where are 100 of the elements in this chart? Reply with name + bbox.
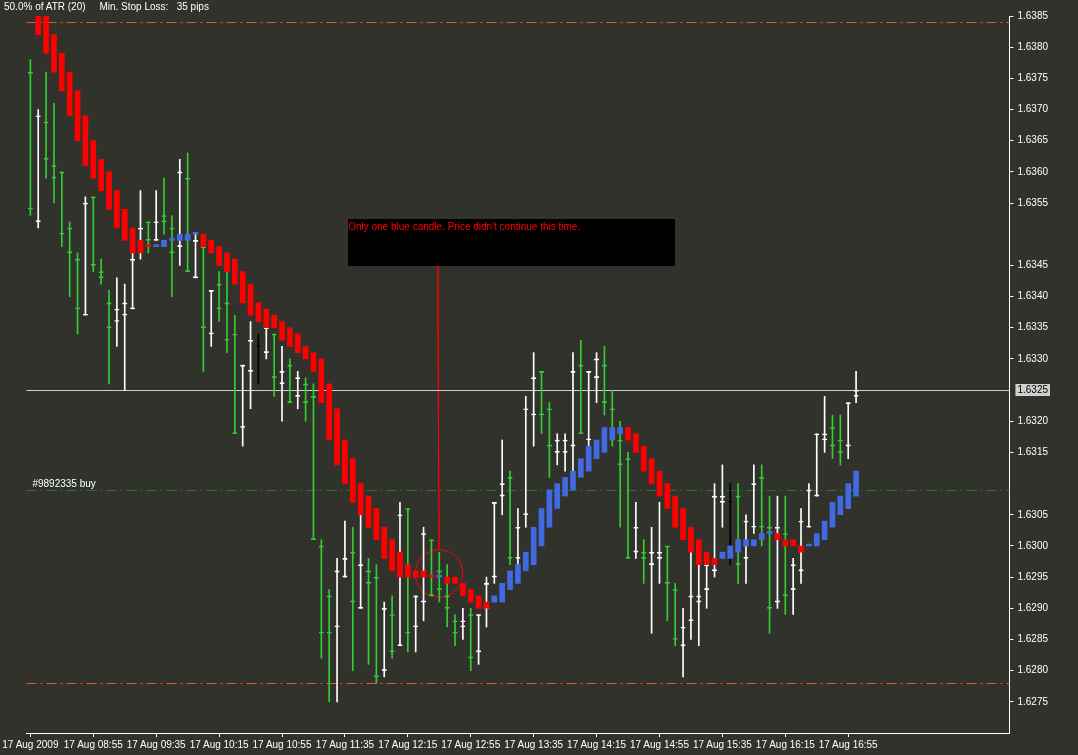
bar: [711, 558, 718, 565]
bar: [625, 427, 631, 441]
x-tick-label: 17 Aug 09:35: [126, 738, 187, 750]
bar: [224, 252, 230, 272]
bar: [727, 545, 734, 559]
bar: [208, 240, 215, 254]
bar: [719, 551, 726, 559]
bar: [114, 190, 120, 229]
y-tick-label: 1.6305: [1017, 508, 1049, 520]
x-tick-label: 17 Aug 14:15: [567, 738, 627, 750]
bar: [640, 445, 647, 472]
bar: [397, 551, 403, 578]
bar: [334, 408, 340, 466]
bar: [381, 526, 388, 559]
bar: [342, 439, 348, 484]
bar: [153, 244, 160, 248]
bar: [633, 433, 639, 453]
bar: [452, 576, 458, 584]
x-tick-label: 17 Aug 13:35: [504, 738, 564, 750]
bar: [853, 470, 859, 497]
bar: [499, 583, 506, 603]
y-tick-label: 1.6365: [1017, 134, 1049, 146]
y-tick-label: 1.6330: [1017, 352, 1049, 364]
bar: [66, 71, 73, 117]
bar: [58, 53, 65, 92]
bar: [271, 314, 277, 329]
y-tick-label: 1.6355: [1017, 196, 1049, 208]
bar: [232, 258, 238, 285]
bar: [460, 583, 466, 597]
bar: [782, 539, 789, 547]
y-tick-label: 1.6295: [1017, 570, 1049, 582]
bar: [688, 526, 694, 553]
bar: [751, 539, 757, 547]
bar: [798, 545, 804, 553]
bar: [743, 539, 749, 547]
bar: [648, 458, 655, 484]
bar: [216, 246, 222, 266]
bar: [609, 427, 616, 441]
y-tick-label: 1.6315: [1017, 446, 1049, 458]
bar: [554, 483, 561, 509]
bar: [389, 539, 395, 572]
bar: [790, 539, 796, 547]
bar: [774, 533, 781, 541]
bar: [672, 495, 679, 528]
x-tick-label: 17 Aug 15:35: [692, 738, 753, 750]
bar: [239, 271, 246, 304]
bar: [522, 551, 529, 572]
y-tick-label: 1.6345: [1017, 259, 1049, 271]
bar: [617, 427, 623, 435]
bar: [412, 570, 419, 578]
y-tick-label: 1.6320: [1017, 415, 1049, 427]
bar: [507, 570, 513, 590]
bar: [294, 333, 301, 354]
bar: [90, 140, 97, 179]
x-tick-label: 17 Aug 11:35: [315, 738, 375, 750]
bar: [51, 34, 57, 73]
bar: [35, 16, 42, 36]
x-tick-label: 17 Aug 12:15: [378, 738, 438, 750]
bar: [169, 238, 175, 241]
ref-line-label: #9892335 buy: [32, 477, 96, 489]
x-tick-label: 17 Aug 2009: [2, 738, 59, 750]
bar: [695, 539, 702, 565]
x-tick-label: 17 Aug 08:55: [63, 738, 124, 750]
bar: [829, 501, 836, 528]
y-tick-label: 1.6290: [1017, 602, 1049, 614]
y-tick-label: 1.6370: [1017, 103, 1049, 115]
bar: [664, 483, 671, 509]
bar: [680, 508, 686, 541]
ref-line-label: 1.6325: [1017, 383, 1049, 395]
y-tick-label: 1.6300: [1017, 539, 1049, 551]
bar: [176, 233, 183, 241]
bar: [326, 383, 333, 441]
y-tick-label: 1.6280: [1017, 664, 1049, 676]
x-tick-label: 17 Aug 10:55: [252, 738, 312, 750]
bar: [405, 564, 411, 578]
bar: [106, 171, 112, 210]
bar: [184, 233, 191, 241]
bar: [766, 531, 773, 534]
bar: [845, 483, 852, 509]
x-tick-label: 17 Aug 16:15: [755, 738, 816, 750]
bar: [585, 445, 592, 472]
x-tick-label: 17 Aug 16:55: [818, 738, 879, 750]
bar: [562, 477, 568, 497]
bar: [570, 470, 576, 491]
bar: [287, 327, 293, 347]
bar: [255, 302, 262, 322]
bar: [515, 564, 521, 584]
bar: [578, 458, 584, 478]
bar: [349, 458, 356, 503]
text: 50.0% of ATR (20) Min. Stop Loss: 35 pips: [4, 1, 209, 13]
bar: [735, 539, 741, 553]
bar: [813, 533, 820, 547]
bar: [43, 16, 49, 54]
bar: [145, 244, 152, 248]
y-tick-label: 1.6380: [1017, 40, 1049, 52]
x-tick-label: 17 Aug 14:55: [630, 738, 690, 750]
x-tick-label: 17 Aug 12:55: [441, 738, 501, 750]
y-tick-label: 1.6285: [1017, 633, 1049, 645]
annotation: Only one blue candle. Price didn't continue this time.: [348, 221, 581, 234]
y-tick-label: 1.6360: [1017, 165, 1049, 177]
